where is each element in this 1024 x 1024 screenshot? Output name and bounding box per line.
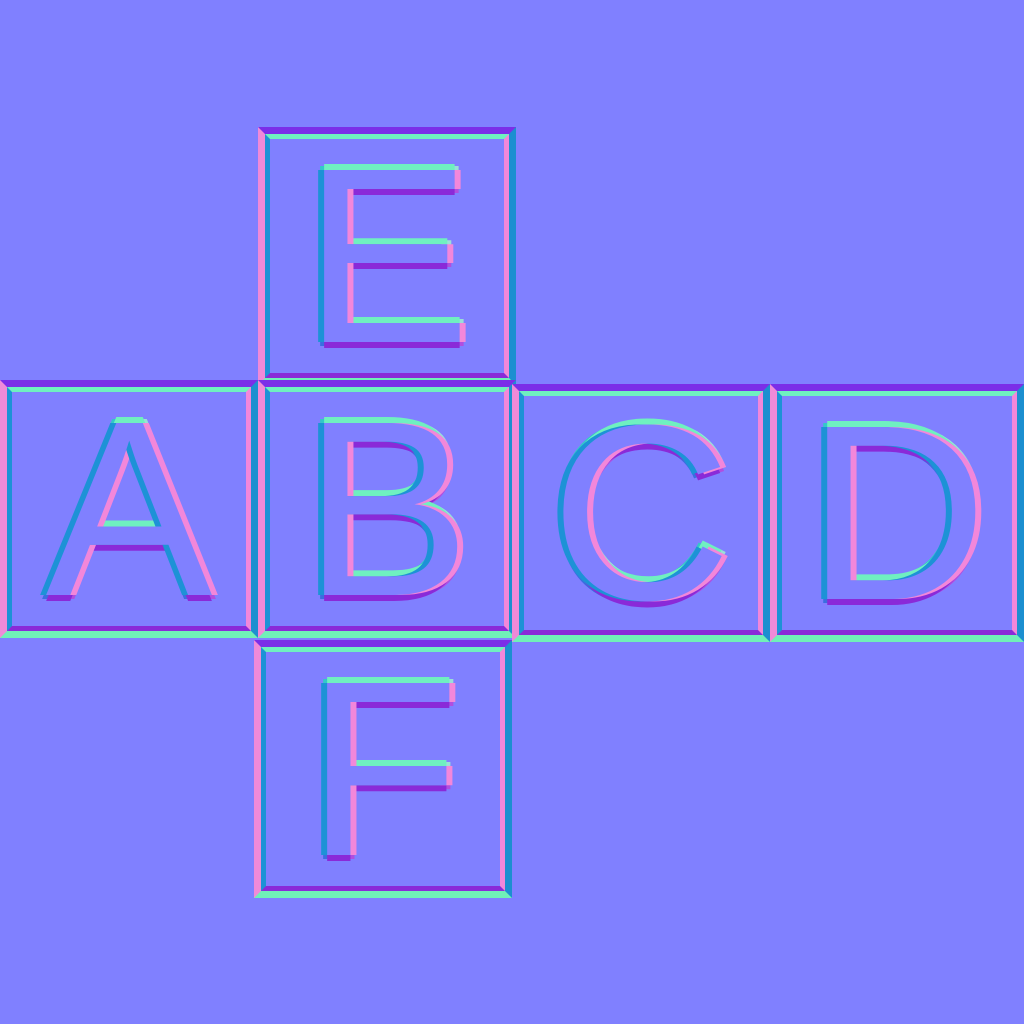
cube-face-d: D [770, 384, 1024, 642]
letter-c: C [550, 373, 732, 652]
letter-b: B [303, 369, 471, 648]
letter-a: A [45, 369, 213, 648]
cube-face-a: A [0, 380, 258, 638]
letter-e: E [303, 116, 471, 395]
letter-d: D [806, 373, 988, 652]
cube-face-f: F [254, 640, 512, 898]
cube-face-e: E [258, 127, 516, 385]
letter-f: F [306, 629, 460, 908]
cube-face-b: B [258, 380, 516, 638]
cube-face-c: C [512, 384, 770, 642]
